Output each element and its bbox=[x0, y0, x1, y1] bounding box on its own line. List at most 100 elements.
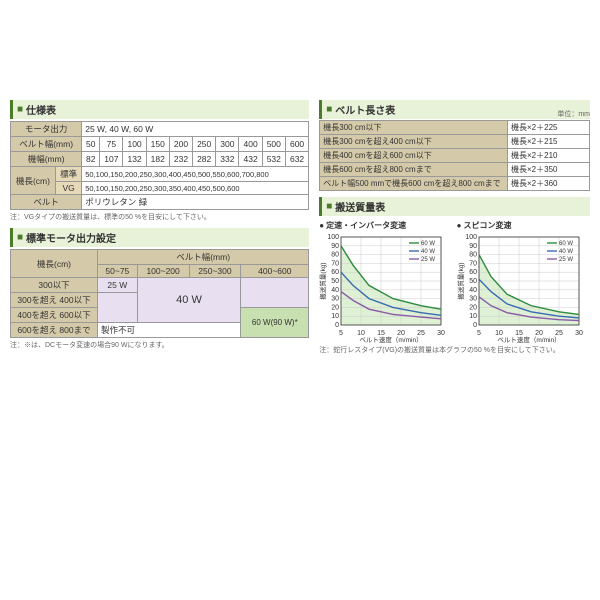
svg-text:0: 0 bbox=[473, 322, 477, 329]
motor-cell: 60 W(90 W)* bbox=[241, 308, 309, 338]
svg-text:100: 100 bbox=[465, 234, 477, 241]
spec-cell: 532 bbox=[262, 152, 285, 167]
spec-cell: 250 bbox=[193, 137, 216, 152]
beltlen-cond: 機長400 cmを超え600 cm以下 bbox=[320, 149, 508, 163]
motor-cell: 25 W bbox=[98, 278, 138, 293]
svg-text:10: 10 bbox=[331, 313, 339, 320]
beltlen-cond: 機長300 cmを超え400 cm以下 bbox=[320, 135, 508, 149]
spec-cell: 82 bbox=[82, 152, 100, 167]
motor-cell: 40 W bbox=[137, 278, 241, 323]
spec-label: 機幅(mm) bbox=[11, 152, 82, 167]
svg-text:20: 20 bbox=[535, 330, 543, 337]
spec-label: ベルト幅(mm) bbox=[11, 137, 82, 152]
svg-text:25 W: 25 W bbox=[559, 257, 573, 263]
svg-text:ベルト速度（m/min）: ベルト速度（m/min） bbox=[497, 335, 560, 343]
motor-col: 50~75 bbox=[98, 265, 138, 278]
svg-text:50: 50 bbox=[469, 278, 477, 285]
beltlen-formula: 機長×2＋360 bbox=[508, 177, 590, 191]
motor-cell bbox=[98, 293, 138, 323]
svg-text:15: 15 bbox=[377, 330, 385, 337]
chart-svg: 51015202530010203040506070809010060 W40 … bbox=[319, 233, 449, 343]
svg-text:50: 50 bbox=[331, 278, 339, 285]
motor-title: 標準モータ出力設定 bbox=[10, 228, 309, 247]
svg-text:100: 100 bbox=[328, 234, 340, 241]
svg-text:5: 5 bbox=[477, 330, 481, 337]
motor-cell bbox=[241, 278, 309, 308]
svg-text:80: 80 bbox=[331, 252, 339, 259]
motor-col: 100~200 bbox=[137, 265, 189, 278]
svg-text:10: 10 bbox=[469, 313, 477, 320]
spec-cell: 632 bbox=[285, 152, 308, 167]
spec-cell: 100 bbox=[123, 137, 146, 152]
svg-text:30: 30 bbox=[469, 296, 477, 303]
spec-val: 50,100,150,200,250,300,350,400,450,500,6… bbox=[82, 182, 309, 195]
spec-label: ベルト bbox=[11, 195, 82, 210]
svg-text:25 W: 25 W bbox=[421, 257, 435, 263]
chart-title: スピコン変速 bbox=[457, 220, 590, 231]
svg-text:0: 0 bbox=[335, 322, 339, 329]
chart: 定速・インバータ変速510152025300102030405060708090… bbox=[319, 220, 452, 343]
beltlen-formula: 機長×2＋350 bbox=[508, 163, 590, 177]
beltlen-title: ベルト長さ表 bbox=[319, 100, 590, 119]
svg-text:30: 30 bbox=[331, 296, 339, 303]
spec-cell: 300 bbox=[216, 137, 239, 152]
motor-colhdr: ベルト幅(mm) bbox=[98, 250, 309, 265]
motor-rowhdr: 機長(cm) bbox=[11, 250, 98, 278]
svg-text:40 W: 40 W bbox=[559, 249, 573, 255]
svg-text:25: 25 bbox=[417, 330, 425, 337]
beltlen-cond: 機長300 cm以下 bbox=[320, 121, 508, 135]
chart-title: 定速・インバータ変速 bbox=[319, 220, 452, 231]
motor-row-label: 400を超え 600以下 bbox=[11, 308, 98, 323]
spec-cell: 400 bbox=[239, 137, 262, 152]
spec-cell: 50 bbox=[82, 137, 100, 152]
svg-text:搬送質量(kg): 搬送質量(kg) bbox=[457, 262, 465, 299]
spec-cell: 282 bbox=[193, 152, 216, 167]
svg-text:40: 40 bbox=[469, 287, 477, 294]
svg-text:70: 70 bbox=[331, 260, 339, 267]
svg-text:40 W: 40 W bbox=[421, 249, 435, 255]
motor-cell: 製作不可 bbox=[98, 323, 241, 338]
spec-cell: 75 bbox=[100, 137, 123, 152]
svg-text:60: 60 bbox=[331, 269, 339, 276]
motor-row-label: 300を超え 400以下 bbox=[11, 293, 98, 308]
spec-title: 仕様表 bbox=[10, 100, 309, 119]
svg-text:60 W: 60 W bbox=[421, 241, 435, 247]
svg-text:20: 20 bbox=[469, 304, 477, 311]
motor-table: 機長(cm)ベルト幅(mm)50~75100~200250~300400~600… bbox=[10, 249, 309, 338]
spec-sublabel: VG bbox=[55, 182, 81, 195]
beltlen-formula: 機長×2＋210 bbox=[508, 149, 590, 163]
spec-sublabel: 標準 bbox=[55, 167, 81, 182]
svg-text:20: 20 bbox=[397, 330, 405, 337]
svg-text:60 W: 60 W bbox=[559, 241, 573, 247]
transport-note: 注：蛇行レスタイプ(VG)の搬送質量は本グラフの50 %を目安にして下さい。 bbox=[319, 345, 590, 355]
svg-text:90: 90 bbox=[469, 243, 477, 250]
svg-text:5: 5 bbox=[339, 330, 343, 337]
right-col: ベルト長さ表単位：mm機長300 cm以下機長×2＋225機長300 cmを超え… bbox=[319, 100, 590, 355]
beltlen-formula: 機長×2＋225 bbox=[508, 121, 590, 135]
spec-cell: 150 bbox=[146, 137, 169, 152]
chart-body: 51015202530010203040506070809010060 W40 … bbox=[457, 233, 590, 343]
svg-text:10: 10 bbox=[357, 330, 365, 337]
svg-text:90: 90 bbox=[331, 243, 339, 250]
svg-text:10: 10 bbox=[495, 330, 503, 337]
motor-note: 注：※は、DCモータ変速の場合90 Wになります。 bbox=[10, 340, 309, 350]
left-col: 仕様表モータ出力25 W, 40 W, 60 Wベルト幅(mm)50751001… bbox=[10, 100, 309, 355]
beltlen-table: 機長300 cm以下機長×2＋225機長300 cmを超え400 cm以下機長×… bbox=[319, 120, 590, 191]
chart-row: 定速・インバータ変速510152025300102030405060708090… bbox=[319, 220, 590, 343]
motor-row-label: 600を超え 800まで bbox=[11, 323, 98, 338]
spec-cell: 132 bbox=[123, 152, 146, 167]
motor-col: 400~600 bbox=[241, 265, 309, 278]
spec-val: 50,100,150,200,250,300,400,450,500,550,6… bbox=[82, 167, 309, 182]
main-row: 仕様表モータ出力25 W, 40 W, 60 Wベルト幅(mm)50751001… bbox=[10, 100, 590, 355]
beltlen-cond: ベルト幅500 mmで機長600 cmを超え800 cmまで bbox=[320, 177, 508, 191]
spec-val: ポリウレタン 緑 bbox=[82, 195, 309, 210]
spec-note: 注：VGタイプの搬送質量は、標準の50 %を目安にして下さい。 bbox=[10, 212, 309, 222]
svg-text:30: 30 bbox=[437, 330, 445, 337]
spec-label: モータ出力 bbox=[11, 122, 82, 137]
spec-cell: 232 bbox=[169, 152, 192, 167]
spec-table: モータ出力25 W, 40 W, 60 Wベルト幅(mm)50751001502… bbox=[10, 121, 309, 210]
spec-cell: 600 bbox=[285, 137, 308, 152]
motor-col: 250~300 bbox=[189, 265, 241, 278]
chart: スピコン変速5101520253001020304050607080901006… bbox=[457, 220, 590, 343]
svg-text:30: 30 bbox=[575, 330, 583, 337]
